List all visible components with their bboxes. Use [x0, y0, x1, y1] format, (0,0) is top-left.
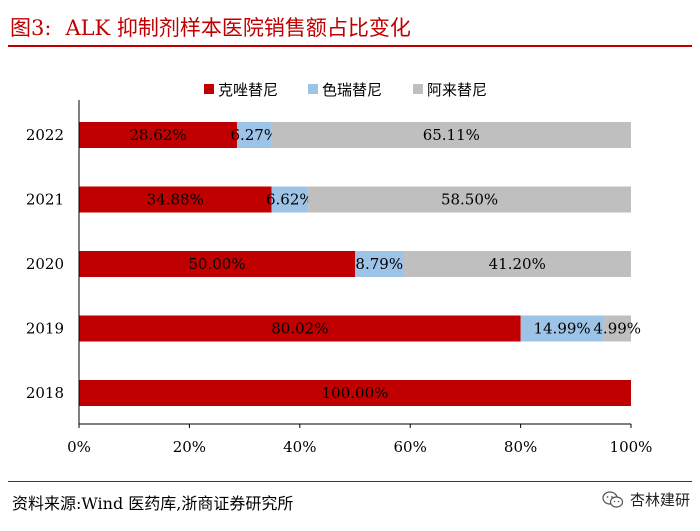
- data-label-2018-series-1: 100.00%: [322, 384, 389, 402]
- data-label-2021-series-2: 6.62%: [266, 191, 314, 209]
- bar-2021-series-2: [271, 186, 309, 213]
- bar-2021-series-3: [308, 186, 631, 213]
- bar-2020-series-3: [403, 251, 631, 277]
- x-tick-label-3: 40%: [283, 438, 316, 456]
- legend-label-1: 克唑替尼: [218, 81, 278, 99]
- data-label-2019-series-1: 80.02%: [271, 320, 328, 338]
- figure-title: ALK 抑制剂样本医院销售额占比变化: [65, 16, 411, 40]
- x-tick-label-2: 20%: [173, 438, 206, 456]
- x-tick-label-5: 80%: [504, 438, 537, 456]
- bar-2022-series-2: [236, 122, 272, 148]
- bar-2022-series-1: [79, 122, 237, 148]
- bar-2021-series-1: [79, 186, 272, 213]
- footer-divider: [8, 481, 692, 482]
- x-tick-label-1: 0%: [67, 438, 91, 456]
- bar-2018-series-1: [79, 380, 631, 406]
- x-tick-label-6: 100%: [610, 438, 653, 456]
- bar-2019-series-1: [79, 315, 521, 342]
- category-label-2018: 2018: [26, 384, 64, 402]
- source-note: 资料来源:Wind 医药库,浙商证券研究所: [12, 494, 294, 513]
- category-label-2022: 2022: [26, 126, 64, 144]
- bar-2022-series-3: [271, 122, 631, 148]
- category-label-2019: 2019: [26, 320, 64, 338]
- stacked-bar-chart: 克唑替尼 色瑞替尼 阿来替尼 28.62% 6.27% 65.11% 2022 34.88% 6…: [26, 81, 653, 456]
- data-label-2020-series-2: 8.79%: [355, 255, 403, 273]
- legend-swatch-2: [308, 84, 318, 94]
- title-divider: [8, 45, 692, 47]
- legend-swatch-1: [204, 84, 214, 94]
- category-label-2021: 2021: [26, 191, 64, 209]
- legend-swatch-3: [413, 84, 423, 94]
- category-label-2020: 2020: [26, 255, 64, 273]
- data-label-2019-series-2: 14.99%: [533, 320, 590, 338]
- data-label-2021-series-3: 58.50%: [441, 191, 498, 209]
- data-label-2021-series-1: 34.88%: [147, 191, 204, 209]
- data-label-2022-series-1: 28.62%: [129, 126, 186, 144]
- chart-title: 图3: ALK 抑制剂样本医院销售额占比变化: [10, 12, 411, 42]
- legend-label-2: 色瑞替尼: [322, 81, 382, 99]
- watermark-text: 杏林建研: [629, 491, 690, 509]
- bar-2019-series-2: [520, 315, 604, 342]
- data-label-2019-series-3: 4.99%: [593, 320, 641, 338]
- data-label-2020-series-3: 41.20%: [489, 255, 546, 273]
- data-label-2020-series-1: 50.00%: [188, 255, 245, 273]
- x-tick-label-4: 60%: [394, 438, 427, 456]
- wechat-icon: [602, 490, 624, 508]
- bar-2020-series-2: [355, 251, 404, 277]
- data-label-2022-series-3: 65.11%: [423, 126, 480, 144]
- figure-label: 图3:: [10, 16, 52, 40]
- data-label-2022-series-2: 6.27%: [230, 126, 278, 144]
- bar-2019-series-3: [603, 315, 631, 342]
- watermark: 杏林建研: [602, 489, 690, 510]
- bar-2020-series-1: [79, 251, 355, 277]
- legend-label-3: 阿来替尼: [427, 81, 487, 99]
